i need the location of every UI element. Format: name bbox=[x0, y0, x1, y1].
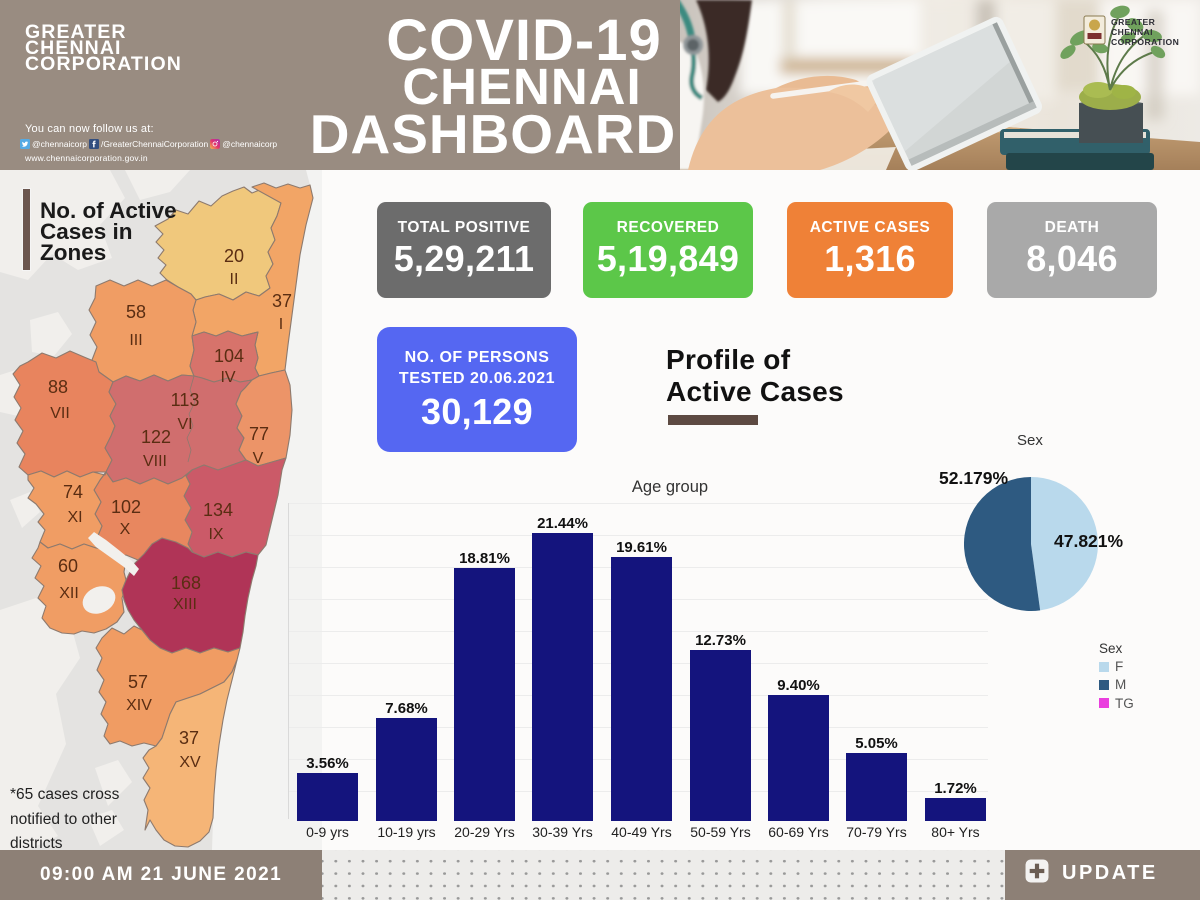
svg-text:37: 37 bbox=[272, 291, 292, 311]
svg-text:74: 74 bbox=[63, 482, 83, 502]
svg-text:134: 134 bbox=[203, 500, 233, 520]
svg-text:60: 60 bbox=[58, 556, 78, 576]
svg-text:58: 58 bbox=[126, 302, 146, 322]
svg-text:VI: VI bbox=[177, 416, 192, 433]
svg-text:CORPORATION: CORPORATION bbox=[1111, 37, 1179, 47]
svg-text:XIII: XIII bbox=[173, 596, 197, 613]
svg-text:III: III bbox=[129, 332, 142, 349]
svg-text:IX: IX bbox=[208, 526, 223, 543]
svg-text:XIV: XIV bbox=[126, 697, 152, 714]
svg-text:VIII: VIII bbox=[143, 453, 167, 470]
svg-text:88: 88 bbox=[48, 377, 68, 397]
svg-text:20: 20 bbox=[224, 246, 244, 266]
svg-text:CHENNAI: CHENNAI bbox=[1111, 27, 1153, 37]
svg-text:II: II bbox=[230, 271, 239, 288]
svg-text:104: 104 bbox=[214, 346, 244, 366]
svg-text:GREATER: GREATER bbox=[1111, 17, 1156, 27]
svg-text:57: 57 bbox=[128, 672, 148, 692]
svg-text:113: 113 bbox=[171, 390, 200, 410]
svg-text:XI: XI bbox=[67, 509, 82, 526]
svg-text:V: V bbox=[253, 450, 264, 467]
svg-text:VII: VII bbox=[50, 405, 70, 422]
svg-text:X: X bbox=[120, 521, 131, 538]
svg-text:XII: XII bbox=[59, 585, 79, 602]
svg-text:IV: IV bbox=[220, 369, 235, 386]
svg-text:37: 37 bbox=[179, 728, 199, 748]
svg-text:102: 102 bbox=[111, 497, 141, 517]
svg-text:122: 122 bbox=[141, 427, 171, 447]
svg-text:I: I bbox=[279, 316, 283, 333]
svg-text:XV: XV bbox=[179, 754, 201, 771]
svg-text:77: 77 bbox=[249, 424, 269, 444]
svg-text:168: 168 bbox=[171, 573, 201, 593]
